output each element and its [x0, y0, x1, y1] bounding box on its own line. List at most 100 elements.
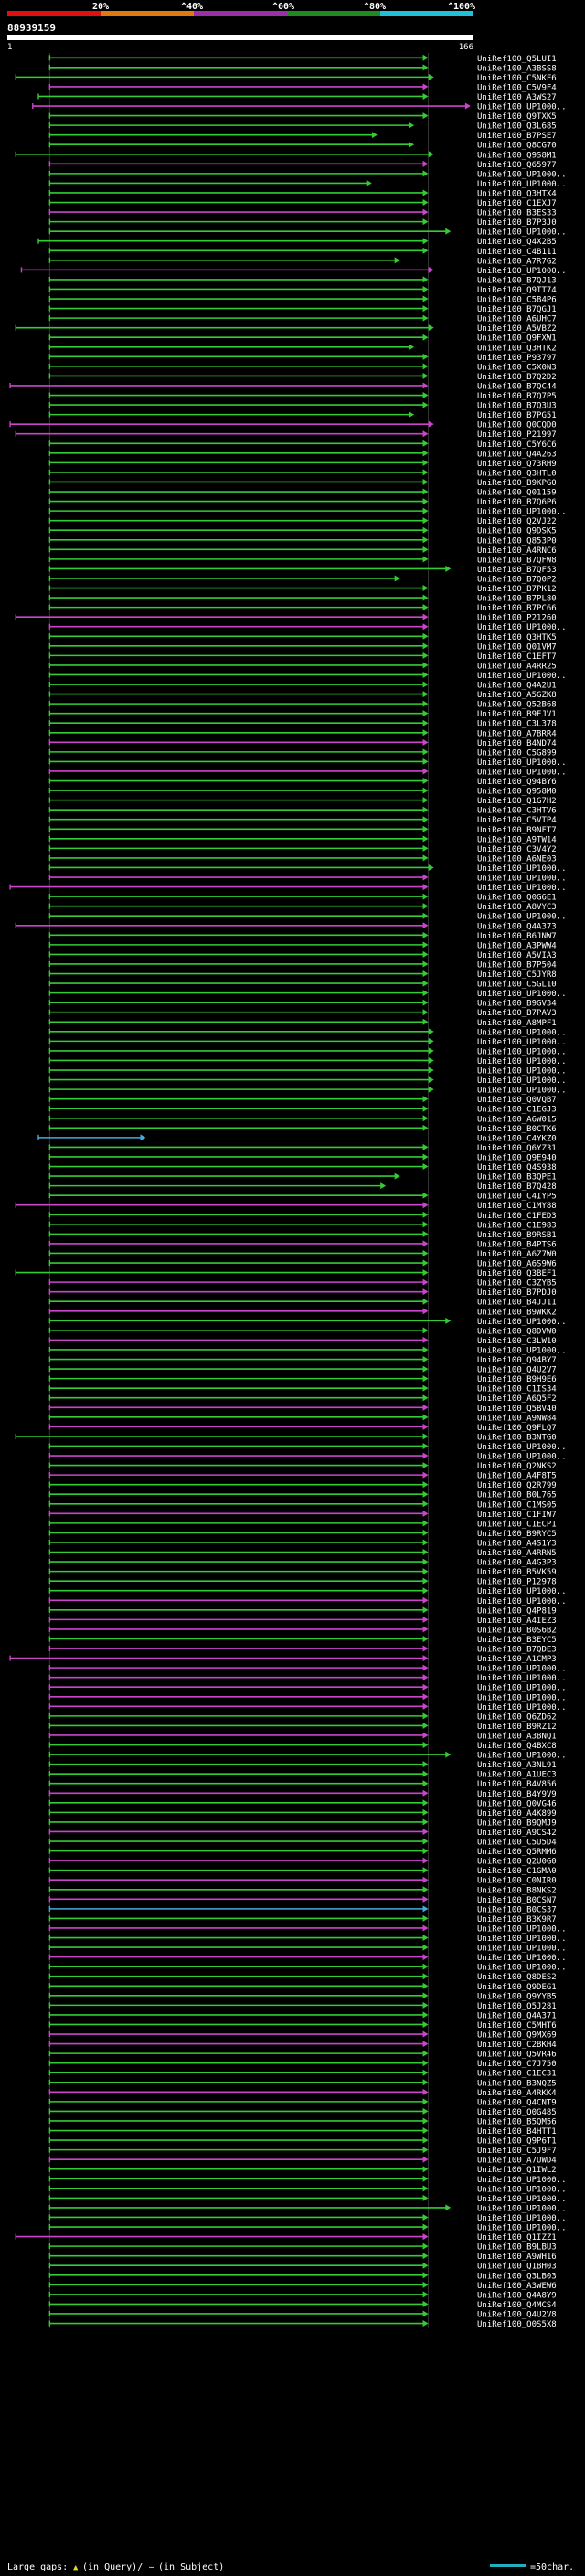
hit-label: UniRef100_C5X0N3 [477, 363, 557, 372]
hit-row: UniRef100_B5VK59 [48, 1568, 557, 1577]
hit-row: UniRef100_B9WKK2 [48, 1308, 557, 1317]
hit-arrow [422, 748, 429, 756]
hit-row: UniRef100_B3EYC5 [48, 1635, 557, 1645]
hit-row: UniRef100_A7BRR4 [48, 729, 557, 738]
hit-arrow [422, 1105, 429, 1112]
hit-arrow [428, 1076, 434, 1084]
hit-row: UniRef100_UP1000.. [48, 1963, 567, 1973]
hit-label: UniRef100_A9NW84 [477, 1414, 557, 1423]
hit-arrow [422, 1143, 429, 1150]
hit-arrow [445, 228, 452, 235]
hit-label: UniRef100_C1E983 [477, 1221, 557, 1230]
hit-arrow [422, 1153, 429, 1161]
hit-row: UniRef100_B0CSN7 [48, 1895, 557, 1905]
hit-arrow [422, 285, 429, 292]
hit-row: UniRef100_C5V9F4 [48, 83, 557, 92]
hit-row: UniRef100_C2BKH4 [48, 2041, 557, 2050]
hit-row: UniRef100_C5U5D4 [48, 1838, 557, 1848]
hit-row: UniRef100_Q8CG70 [48, 141, 557, 151]
hit-arrow [445, 565, 452, 572]
hit-label: UniRef100_Q9DSK5 [477, 527, 557, 536]
hit-arrow [422, 189, 429, 196]
hit-arrow [422, 1635, 429, 1642]
hit-arrow [422, 903, 429, 910]
hit-row: UniRef100_UP1000.. [48, 1056, 567, 1066]
hit-arrow [428, 1056, 434, 1064]
hit-label: UniRef100_UP1000.. [477, 1587, 567, 1596]
in-subject-label: (in Subject) [158, 2562, 224, 2572]
hit-row: UniRef100_Q9E940 [48, 1153, 557, 1162]
hit-row: UniRef100_C5B4P6 [48, 295, 557, 305]
hit-row: UniRef100_Q65977 [48, 160, 557, 170]
hit-arrow [422, 1269, 429, 1277]
hit-arrow [422, 1818, 429, 1826]
hit-row: UniRef100_A9CS42 [48, 1828, 557, 1838]
hit-row: UniRef100_Q0VG46 [48, 1799, 557, 1808]
hit-label: UniRef100_Q6ZD62 [477, 1712, 557, 1722]
hit-label: UniRef100_Q0G6E1 [477, 894, 557, 903]
hit-row: UniRef100_C5MHT6 [48, 2020, 557, 2030]
hit-arrow [422, 960, 429, 968]
hit-arrow [422, 1848, 429, 1855]
hit-arrow [422, 1278, 429, 1286]
hit-label: UniRef100_A6Z7W0 [477, 1250, 557, 1259]
hit-row: UniRef100_C5J9F7 [48, 2147, 557, 2156]
hit-arrow [409, 141, 415, 148]
hit-arrow [422, 893, 429, 900]
hit-row: UniRef100_UP1000.. [48, 1587, 567, 1596]
hit-arrow [409, 411, 415, 419]
hit-row: UniRef100_B6JNW7 [48, 932, 557, 941]
hit-label: UniRef100_C3ZYB5 [477, 1279, 557, 1288]
hit-arrow [366, 179, 372, 186]
hit-row: UniRef100_Q5RMM6 [48, 1848, 557, 1857]
hit-label: UniRef100_P93797 [477, 354, 557, 363]
hit-arrow [422, 1963, 429, 1970]
hit-label: UniRef100_A7R7G2 [477, 257, 557, 266]
hit-row: UniRef100_A6Q5F2 [48, 1394, 557, 1404]
hit-arrow [422, 2030, 429, 2038]
hit-label: UniRef100_B3NQZ5 [477, 2079, 557, 2088]
identity-scale-segment [7, 11, 101, 16]
hit-arrow [422, 816, 429, 823]
hit-arrow [422, 92, 429, 100]
hit-label: UniRef100_UP1000.. [477, 1693, 567, 1702]
hit-row: UniRef100_A3NL91 [48, 1761, 557, 1770]
hit-arrow [422, 2098, 429, 2105]
hit-row: UniRef100_A4F8T5 [48, 1471, 557, 1481]
hit-row: UniRef100_UP1000.. [48, 507, 567, 517]
hit-arrow [422, 671, 429, 678]
hit-row: UniRef100_A7R7G2 [48, 257, 557, 266]
hit-row: UniRef100_C1IS34 [48, 1384, 557, 1394]
hit-arrow [422, 1452, 429, 1459]
hit-label: UniRef100_UP1000.. [477, 875, 567, 884]
hit-label: UniRef100_UP1000.. [477, 2195, 567, 2204]
hit-row: UniRef100_B4PTS6 [48, 1240, 557, 1249]
hit-arrow [422, 768, 429, 775]
hit-row: UniRef100_Q2VJ22 [48, 517, 557, 526]
hit-row: UniRef100_Q0VQB7 [48, 1096, 557, 1105]
hit-arrow [422, 2166, 429, 2173]
hit-arrow [422, 478, 429, 485]
hit-label: UniRef100_A3BNQ1 [477, 1732, 557, 1741]
hit-row: UniRef100_C1EGJ3 [48, 1105, 557, 1115]
hit-row: UniRef100_Q8DVW0 [48, 1327, 557, 1336]
scale-tick-label: ^60% [272, 2, 294, 12]
hit-row: UniRef100_UP1000.. [48, 1037, 567, 1047]
hit-arrow [422, 440, 429, 447]
hit-label: UniRef100_B7QGJ1 [477, 305, 557, 314]
hit-row: UniRef100_Q52B68 [48, 700, 557, 710]
hit-row: UniRef100_UP1000.. [48, 2213, 567, 2223]
hit-row: UniRef100_Q0G6E1 [48, 893, 557, 903]
hit-row: UniRef100_Q4A373 [15, 922, 557, 931]
hit-row: UniRef100_C1MY88 [15, 1202, 557, 1211]
hit-label: UniRef100_B9GV34 [477, 1000, 557, 1009]
hit-label: UniRef100_C1IS34 [477, 1385, 557, 1394]
hit-row: UniRef100_B4JJ11 [48, 1298, 557, 1308]
hit-label: UniRef100_UP1000.. [477, 623, 567, 632]
hit-row: UniRef100_P93797 [48, 353, 557, 363]
hit-row: UniRef100_C5X0N3 [48, 363, 557, 372]
hit-row: UniRef100_A6W015 [48, 1115, 557, 1124]
hit-arrow [422, 2060, 429, 2067]
hit-arrow [422, 247, 429, 254]
hit-arrow [422, 54, 429, 61]
